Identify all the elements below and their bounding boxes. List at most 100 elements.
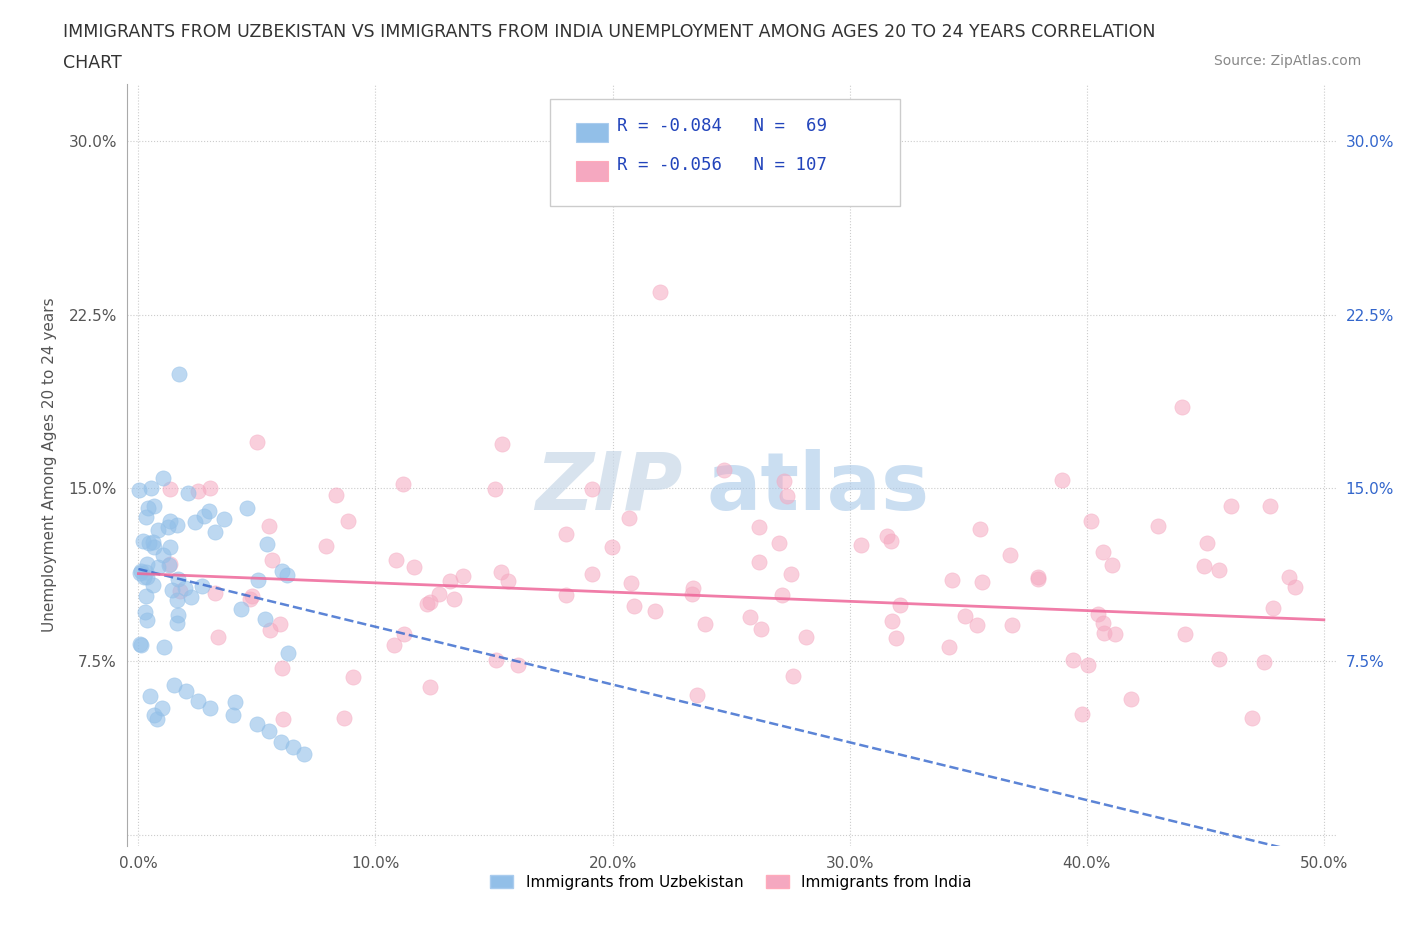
Point: [581, 566, 603, 581]
Point: [644, 604, 666, 618]
Point: [1091, 545, 1114, 560]
Point: [134, 605, 156, 620]
Point: [998, 548, 1021, 563]
Point: [1260, 498, 1282, 513]
Point: [953, 608, 976, 623]
Point: [1219, 498, 1241, 513]
Point: [281, 739, 304, 754]
Point: [270, 735, 292, 750]
Legend: Immigrants from Uzbekistan, Immigrants from India: Immigrants from Uzbekistan, Immigrants f…: [484, 869, 979, 896]
Point: [198, 481, 221, 496]
Point: [938, 639, 960, 654]
Point: [135, 588, 157, 603]
Point: [292, 747, 315, 762]
Point: [1119, 692, 1142, 707]
Point: [496, 574, 519, 589]
Point: [212, 512, 235, 526]
Point: [276, 567, 298, 582]
Point: [748, 520, 770, 535]
Point: [385, 552, 408, 567]
Point: [1146, 519, 1168, 534]
Point: [204, 586, 226, 601]
Point: [969, 522, 991, 537]
Point: [271, 661, 294, 676]
Point: [342, 670, 364, 684]
Point: [1001, 618, 1024, 632]
Point: [269, 617, 291, 631]
Point: [159, 539, 181, 554]
Text: CHART: CHART: [63, 54, 122, 72]
Point: [882, 613, 904, 628]
Point: [271, 563, 294, 578]
Point: [443, 591, 465, 606]
Point: [246, 434, 269, 449]
Point: [132, 569, 155, 584]
Point: [1208, 563, 1230, 578]
Point: [1253, 655, 1275, 670]
Point: [1170, 400, 1192, 415]
Point: [419, 594, 441, 609]
Point: [262, 552, 284, 567]
Point: [169, 583, 191, 598]
Point: [1026, 571, 1049, 586]
Point: [229, 601, 252, 616]
Point: [970, 574, 993, 589]
Point: [1062, 652, 1084, 667]
Point: [794, 630, 817, 644]
Point: [1197, 536, 1219, 551]
Point: [1101, 558, 1123, 573]
Point: [257, 724, 280, 738]
Point: [451, 569, 474, 584]
Point: [1094, 625, 1116, 640]
Point: [1080, 513, 1102, 528]
Point: [159, 513, 181, 528]
Point: [224, 695, 246, 710]
Point: [1092, 615, 1115, 630]
Point: [174, 684, 197, 699]
Point: [382, 637, 405, 652]
Point: [889, 597, 911, 612]
Point: [333, 711, 356, 725]
Point: [876, 528, 898, 543]
Point: [315, 538, 337, 553]
Text: R = -0.084   N =  69: R = -0.084 N = 69: [617, 117, 828, 135]
Text: Source: ZipAtlas.com: Source: ZipAtlas.com: [1213, 54, 1361, 68]
Point: [204, 525, 226, 539]
Point: [239, 591, 262, 606]
Point: [772, 473, 794, 488]
Point: [240, 589, 263, 604]
Point: [166, 616, 188, 631]
Point: [166, 572, 188, 587]
Point: [648, 285, 671, 299]
Point: [713, 462, 735, 477]
Point: [166, 592, 188, 607]
Point: [693, 617, 716, 631]
Point: [1070, 707, 1092, 722]
Point: [247, 573, 270, 588]
Point: [142, 535, 165, 550]
Point: [581, 481, 603, 496]
Point: [180, 589, 202, 604]
Point: [152, 547, 174, 562]
Point: [439, 574, 461, 589]
Point: [554, 587, 576, 602]
Point: [484, 482, 506, 497]
Point: [336, 513, 359, 528]
Point: [1104, 627, 1126, 642]
Point: [187, 693, 209, 708]
Point: [136, 613, 159, 628]
Point: [506, 658, 529, 673]
Point: [404, 560, 426, 575]
Point: [1263, 601, 1285, 616]
Point: [193, 509, 215, 524]
Point: [150, 700, 173, 715]
Point: [623, 598, 645, 613]
Point: [135, 510, 157, 525]
Point: [738, 609, 761, 624]
Point: [429, 586, 451, 601]
Point: [129, 563, 152, 578]
Point: [1278, 569, 1301, 584]
Point: [142, 498, 165, 513]
Point: [1284, 579, 1306, 594]
Point: [207, 630, 229, 644]
